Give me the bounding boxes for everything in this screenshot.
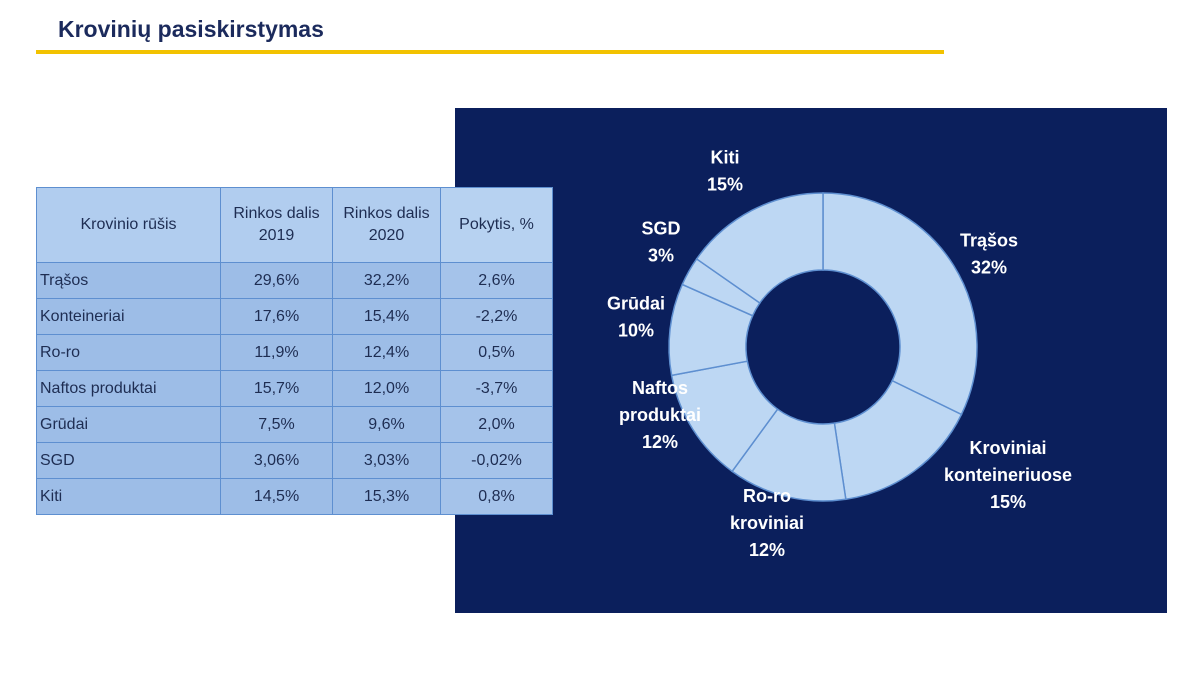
page-title: Krovinių pasiskirstymas [58, 16, 324, 42]
donut-chart-panel: Trąšos 32% Kroviniai konteineriuose 15% Ro-ro… [455, 108, 1167, 613]
cell-change: 0,8% [440, 478, 553, 515]
cell-change: 2,0% [440, 406, 553, 443]
cell-share-2020: 12,4% [332, 334, 441, 371]
slice-label-ro-ro-kroviniai: Ro-ro kroviniai 12% [730, 486, 804, 560]
slice-label-kiti: Kiti 15% [707, 148, 743, 195]
slice-label-sgd: SGD 3% [641, 219, 680, 266]
cell-share-2020: 9,6% [332, 406, 441, 443]
cell-change: 0,5% [440, 334, 553, 371]
table-row: Trąšos 29,6% 32,2% 2,6% [36, 262, 553, 299]
cell-share-2019: 3,06% [220, 442, 333, 479]
cell-change: -2,2% [440, 298, 553, 335]
table-row: Ro-ro 11,9% 12,4% 0,5% [36, 334, 553, 371]
cell-cargo-type: SGD [36, 442, 221, 479]
cell-cargo-type: Ro-ro [36, 334, 221, 371]
header-share-2020: Rinkos dalis 2020 [332, 187, 441, 263]
header-cargo-type: Krovinio rūšis [36, 187, 221, 263]
slice-label-grudai: Grūdai 10% [607, 294, 665, 341]
cell-share-2020: 15,3% [332, 478, 441, 515]
table-row: Konteineriai 17,6% 15,4% -2,2% [36, 298, 553, 335]
donut-slice-trasos [822, 192, 978, 416]
table-row: SGD 3,06% 3,03% -0,02% [36, 442, 553, 479]
cell-cargo-type: Naftos produktai [36, 370, 221, 407]
cell-change: 2,6% [440, 262, 553, 299]
table-header-row: Krovinio rūšis Rinkos dalis 2019 Rinkos … [36, 187, 553, 263]
cell-cargo-type: Konteineriai [36, 298, 221, 335]
slice-label-kroviniai-konteineriuose: Kroviniai konteineriuose 15% [944, 438, 1072, 512]
cell-change: -3,7% [440, 370, 553, 407]
slice-label-trasos: Trąšos 32% [960, 231, 1018, 278]
cell-share-2020: 3,03% [332, 442, 441, 479]
cell-share-2019: 29,6% [220, 262, 333, 299]
header-change: Pokytis, % [440, 187, 553, 263]
cell-share-2019: 14,5% [220, 478, 333, 515]
cell-change: -0,02% [440, 442, 553, 479]
table-row: Naftos produktai 15,7% 12,0% -3,7% [36, 370, 553, 407]
cell-cargo-type: Kiti [36, 478, 221, 515]
donut-slice-kiti [695, 192, 824, 305]
cell-share-2019: 17,6% [220, 298, 333, 335]
header-share-2019: Rinkos dalis 2019 [220, 187, 333, 263]
title-underline [36, 50, 944, 54]
cell-share-2019: 7,5% [220, 406, 333, 443]
cell-share-2019: 15,7% [220, 370, 333, 407]
cell-share-2020: 15,4% [332, 298, 441, 335]
cell-cargo-type: Trąšos [36, 262, 221, 299]
cell-share-2020: 12,0% [332, 370, 441, 407]
cell-share-2019: 11,9% [220, 334, 333, 371]
table-row: Grūdai 7,5% 9,6% 2,0% [36, 406, 553, 443]
cell-cargo-type: Grūdai [36, 406, 221, 443]
table-row: Kiti 14,5% 15,3% 0,8% [36, 478, 553, 515]
slice-label-naftos-produktai: Naftos produktai 12% [619, 378, 701, 452]
cargo-share-table: Krovinio rūšis Rinkos dalis 2019 Rinkos … [36, 187, 553, 515]
cell-share-2020: 32,2% [332, 262, 441, 299]
donut-chart: Trąšos 32% Kroviniai konteineriuose 15% Ro-ro… [607, 148, 1072, 561]
